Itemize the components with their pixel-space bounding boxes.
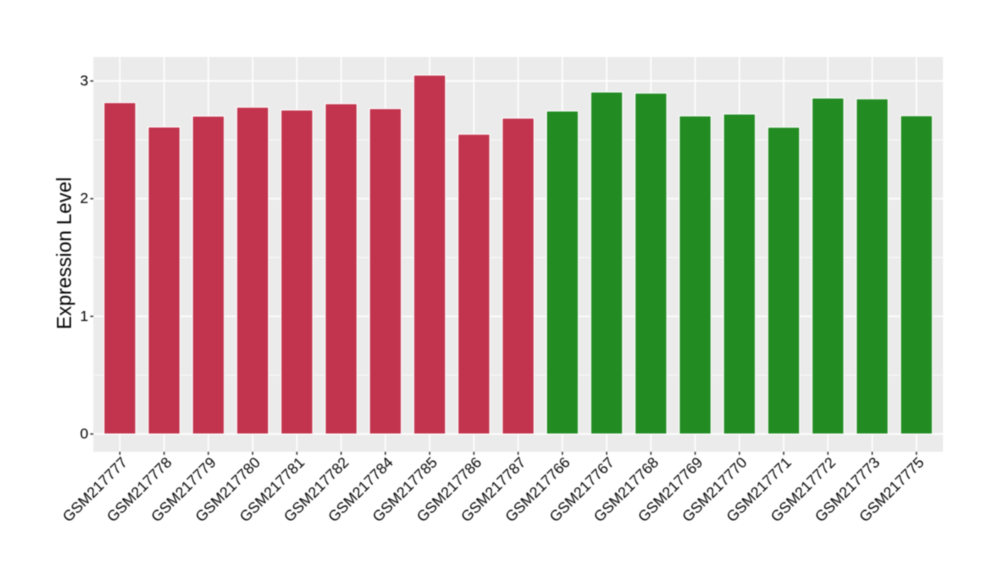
svg-text:3: 3 [80,72,88,89]
svg-text:1: 1 [80,308,88,325]
svg-text:2: 2 [80,190,88,207]
svg-text:Expression Level: Expression Level [54,177,76,329]
svg-text:0: 0 [80,426,88,443]
